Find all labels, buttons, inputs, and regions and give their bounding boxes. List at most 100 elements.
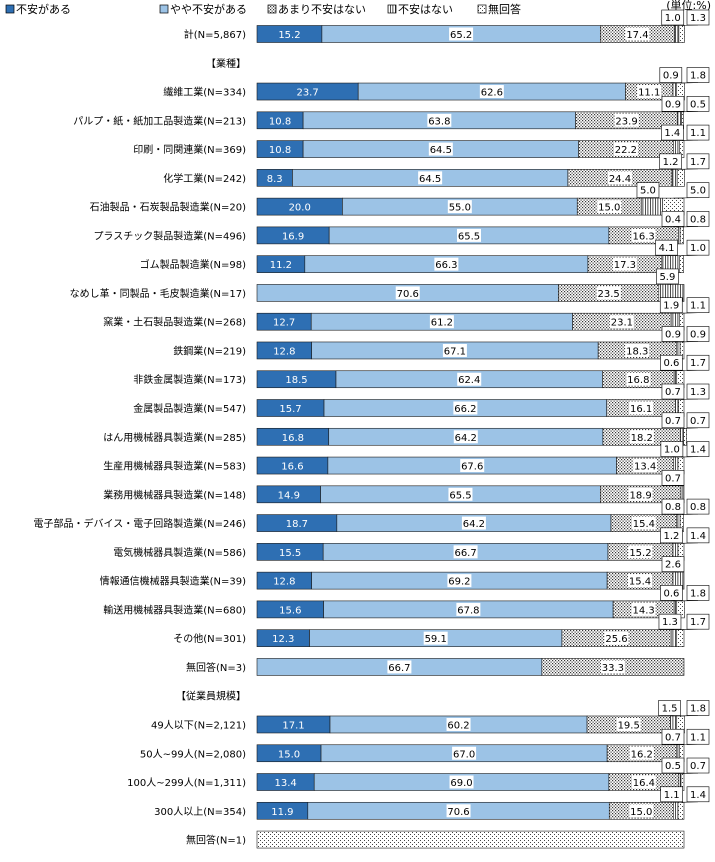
bar-value-label: 70.6: [397, 289, 419, 300]
bar-value-label: 55.0: [449, 203, 471, 214]
value-label-bg: [452, 746, 477, 760]
category-label: 情報通信機械器具製造業(N=39): [100, 575, 246, 588]
category-label: プラスチック製品製造業(N=496): [93, 229, 246, 242]
unit-label: (単位:%): [666, 0, 711, 12]
callout-box: [661, 498, 685, 515]
callout-value: 0.6: [664, 358, 680, 369]
value-label-bg: [629, 430, 654, 444]
category-label: 電子部品・デバイス・電子回路製造業(N=246): [34, 517, 247, 530]
bar-value-label: 15.0: [630, 807, 652, 818]
value-label-bg: [637, 85, 662, 99]
category-label: 49人以下(N=2,121): [151, 719, 246, 731]
value-label-bg: [631, 228, 656, 242]
bar-value-label: 16.8: [627, 375, 649, 386]
bar-value-label: 12.8: [273, 577, 295, 588]
bar-value-label: 65.5: [458, 231, 480, 242]
bar-value-label: 69.0: [450, 778, 472, 789]
value-label-bg: [395, 286, 420, 300]
bar-value-label: 20.0: [289, 203, 311, 214]
callout-value: 1.8: [690, 71, 706, 82]
callout-box: [661, 9, 685, 26]
category-label: 50人~99人(N=2,080): [140, 748, 246, 760]
bar-value-label: 66.3: [435, 260, 457, 271]
category-label: その他(N=301): [173, 632, 246, 645]
callout-box: [661, 326, 685, 342]
bar-value-label: 67.8: [457, 605, 479, 616]
callout-box: [659, 153, 682, 170]
category-label: 鉄鋼業(N=219): [173, 344, 246, 357]
bar-value-label: 16.1: [630, 404, 652, 415]
value-label-bg: [628, 545, 653, 559]
value-label-bg: [453, 430, 478, 444]
callout-value: 0.7: [665, 473, 681, 484]
callout-box: [686, 239, 710, 256]
callout-box: [661, 757, 685, 774]
callout-value: 1.2: [664, 531, 680, 542]
category-label: はん用機械器具製造業(N=285): [103, 431, 246, 444]
bar-value-label: 11.2: [270, 260, 292, 271]
callout-value: 0.8: [665, 502, 681, 513]
category-label: 非鉄金属製造業(N=173): [133, 373, 246, 386]
value-label-bg: [597, 200, 622, 214]
category-label: 化学工業(N=242): [163, 172, 246, 185]
bar-value-label: 15.7: [279, 404, 301, 415]
value-label-bg: [427, 113, 452, 127]
legend-label-2: あまり不安はない: [278, 2, 366, 16]
bar-segment: [670, 629, 678, 647]
category-label: 印刷・同関連業(N=369): [133, 143, 246, 156]
callout-box: [660, 585, 683, 601]
value-label-bg: [628, 574, 653, 588]
callout-box: [686, 786, 710, 803]
callout-box: [658, 613, 682, 630]
bar-value-label: 16.9: [282, 231, 304, 242]
bar-value-label: 18.3: [626, 346, 648, 357]
bar-value-label: 67.0: [453, 749, 475, 760]
bar-value-label: 18.5: [285, 375, 307, 386]
callout-value: 1.3: [690, 13, 706, 24]
callout-value: 1.7: [690, 157, 706, 168]
bar-value-label: 66.2: [454, 404, 476, 415]
value-label-bg: [629, 804, 654, 818]
category-label: 石油製品・石炭製品製造業(N=20): [90, 201, 246, 214]
callout-value: 0.7: [665, 387, 681, 398]
value-label-bg: [607, 171, 632, 185]
callout-box: [660, 354, 683, 371]
bar-value-label: 59.1: [425, 634, 447, 645]
bar-value-label: 15.4: [633, 519, 655, 530]
callout-box: [636, 182, 660, 198]
value-label-bg: [387, 660, 412, 674]
callout-box: [659, 297, 683, 314]
value-label-bg: [446, 717, 471, 731]
category-label: 計(N=5,867): [184, 28, 246, 41]
bar-segment: [256, 830, 685, 849]
value-label-bg: [448, 487, 473, 501]
bar-value-label: 65.2: [450, 30, 472, 41]
value-label-bg: [604, 631, 629, 645]
category-label: 生産用機械器具製造業(N=583): [103, 460, 246, 473]
bar-value-label: 67.1: [444, 346, 466, 357]
bar-value-label: 62.4: [458, 375, 480, 386]
callout-box: [660, 786, 683, 803]
bar-segment: [671, 169, 678, 187]
bar-value-label: 64.5: [419, 174, 441, 185]
callout-value: 0.9: [690, 329, 706, 340]
callout-box: [661, 124, 684, 141]
value-label-bg: [596, 286, 621, 300]
bar-value-label: 64.5: [430, 145, 452, 156]
bar-value-label: 16.2: [631, 749, 653, 760]
callout-box: [686, 297, 710, 314]
bar-value-label: 23.9: [615, 116, 637, 127]
value-label-bg: [479, 85, 504, 99]
value-label-bg: [453, 401, 478, 415]
value-label-bg: [626, 372, 651, 386]
callout-value: 0.9: [665, 329, 681, 340]
category-label: なめし革・同製品・毛皮製造業(N=17): [70, 287, 246, 300]
callout-value: 0.7: [665, 416, 681, 427]
callout-value: 5.0: [690, 186, 706, 197]
bar-segment: [676, 629, 685, 647]
category-label: 輸送用機械器具製造業(N=680): [103, 603, 246, 616]
callout-value: 0.4: [665, 214, 681, 225]
value-label-bg: [423, 631, 448, 645]
callout-box: [686, 700, 710, 716]
bar-value-label: 69.2: [448, 577, 470, 588]
